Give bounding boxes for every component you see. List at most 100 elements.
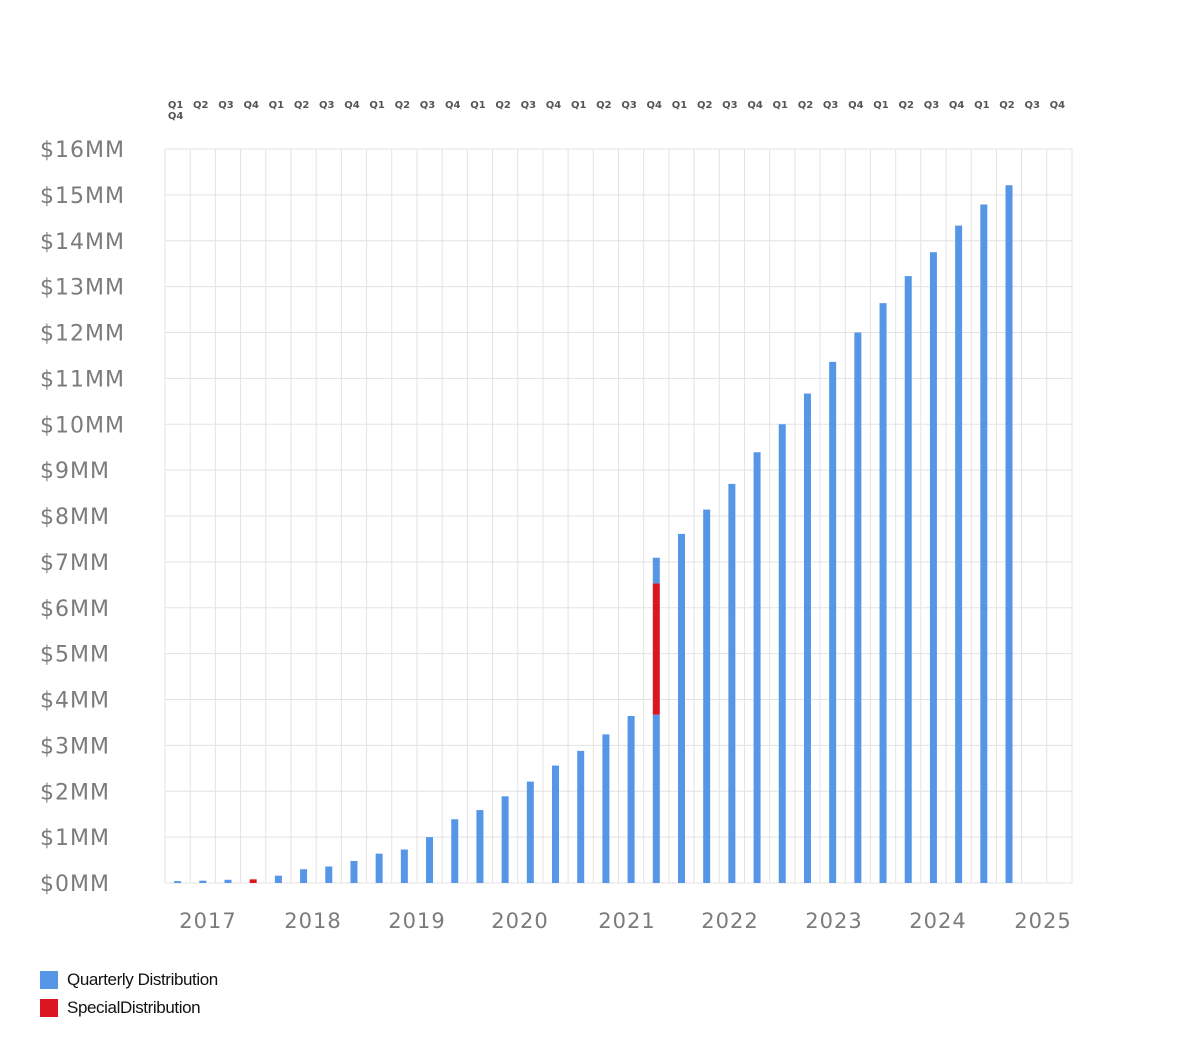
quarter-label: Q4 bbox=[445, 100, 461, 111]
bar-quarterly-distribution bbox=[199, 880, 207, 883]
bar-quarterly-distribution bbox=[728, 483, 736, 883]
year-label: 2020 bbox=[491, 909, 548, 933]
quarter-label: Q4 bbox=[168, 111, 184, 122]
year-label: 2018 bbox=[284, 909, 341, 933]
y-tick-label: $3MM bbox=[40, 734, 110, 759]
quarter-label: Q1 bbox=[168, 100, 184, 111]
bar-quarterly-distribution bbox=[879, 303, 887, 883]
bar-quarterly-distribution bbox=[703, 509, 711, 883]
bar-specialdistribution bbox=[249, 879, 257, 883]
bar-quarterly-distribution bbox=[854, 332, 862, 883]
quarter-label: Q2 bbox=[999, 100, 1015, 111]
bar-quarterly-distribution bbox=[753, 452, 761, 883]
y-tick-label: $6MM bbox=[40, 597, 110, 622]
year-label: 2017 bbox=[179, 909, 236, 933]
bar-quarterly-distribution bbox=[174, 881, 182, 883]
quarter-label: Q4 bbox=[848, 100, 864, 111]
quarter-label: Q3 bbox=[420, 100, 436, 111]
bar-quarterly-distribution bbox=[677, 533, 685, 883]
x-axis-year-labels: 2017 2018 2019 2020 2021 2022 2023 2024 2025 bbox=[179, 909, 1071, 933]
y-tick-label: $0MM bbox=[40, 872, 110, 897]
quarter-label: Q1 bbox=[873, 100, 889, 111]
quarter-label: Q2 bbox=[495, 100, 511, 111]
bar-quarterly-distribution bbox=[501, 796, 509, 883]
bar-specialdistribution bbox=[652, 583, 660, 715]
year-label: 2023 bbox=[805, 909, 862, 933]
y-tick-label: $2MM bbox=[40, 780, 110, 805]
legend-swatch-special bbox=[40, 999, 58, 1017]
bar-quarterly-distribution bbox=[778, 424, 786, 883]
bar-quarterly-distribution bbox=[577, 750, 585, 883]
legend-item-quarterly: Quarterly Distribution bbox=[40, 966, 218, 994]
y-tick-label: $14MM bbox=[40, 230, 125, 255]
year-label: 2025 bbox=[1014, 909, 1071, 933]
bar-quarterly-distribution bbox=[552, 765, 560, 883]
bar-quarterly-distribution bbox=[829, 361, 837, 883]
bar-quarterly-distribution bbox=[224, 879, 232, 883]
quarter-label: Q2 bbox=[193, 100, 209, 111]
bar-quarterly-distribution bbox=[652, 714, 660, 883]
year-label: 2021 bbox=[598, 909, 655, 933]
bar-quarterly-distribution bbox=[627, 716, 635, 883]
quarter-label: Q3 bbox=[521, 100, 537, 111]
year-label: 2024 bbox=[909, 909, 966, 933]
y-tick-label: $10MM bbox=[40, 413, 125, 438]
quarter-label: Q3 bbox=[1024, 100, 1040, 111]
legend-label-quarterly: Quarterly Distribution bbox=[67, 970, 218, 989]
bar-quarterly-distribution bbox=[652, 557, 660, 584]
y-tick-label: $16MM bbox=[40, 138, 125, 163]
year-label: 2022 bbox=[701, 909, 758, 933]
bar-quarterly-distribution bbox=[1005, 185, 1013, 883]
bar-quarterly-distribution bbox=[451, 819, 459, 883]
y-tick-label: $15MM bbox=[40, 184, 125, 209]
bar-quarterly-distribution bbox=[375, 853, 383, 883]
y-tick-label: $7MM bbox=[40, 551, 110, 576]
bar-quarterly-distribution bbox=[955, 225, 963, 883]
y-tick-label: $8MM bbox=[40, 505, 110, 530]
quarter-label: Q4 bbox=[747, 100, 763, 111]
bar-quarterly-distribution bbox=[904, 276, 912, 884]
grid-lines bbox=[164, 148, 1073, 884]
quarter-label: Q1 bbox=[672, 100, 688, 111]
quarter-label: Q4 bbox=[1050, 100, 1066, 111]
bar-quarterly-distribution bbox=[325, 866, 333, 883]
quarter-label: Q2 bbox=[697, 100, 713, 111]
quarter-label: Q2 bbox=[395, 100, 411, 111]
quarter-label: Q2 bbox=[798, 100, 814, 111]
quarter-label: Q3 bbox=[924, 100, 940, 111]
bar-quarterly-distribution bbox=[803, 393, 811, 883]
quarter-label: Q3 bbox=[722, 100, 738, 111]
y-tick-label: $1MM bbox=[40, 826, 110, 851]
quarter-label: Q2 bbox=[294, 100, 310, 111]
quarter-label: Q2 bbox=[899, 100, 915, 111]
y-tick-label: $13MM bbox=[40, 276, 125, 301]
quarter-label: Q1 bbox=[269, 100, 285, 111]
bar-quarterly-distribution bbox=[350, 860, 358, 883]
bar-quarterly-distribution bbox=[400, 849, 408, 883]
quarter-label: Q3 bbox=[621, 100, 637, 111]
quarter-label: Q2 bbox=[596, 100, 612, 111]
legend-label-special: SpecialDistribution bbox=[67, 998, 201, 1017]
quarter-label: Q3 bbox=[823, 100, 839, 111]
quarter-label: Q1 bbox=[571, 100, 587, 111]
legend-swatch-quarterly bbox=[40, 971, 58, 989]
bar-quarterly-distribution bbox=[426, 837, 434, 883]
quarter-label: Q3 bbox=[319, 100, 335, 111]
quarter-label: Q1 bbox=[369, 100, 385, 111]
quarter-labels: Q1 Q2 Q3 Q4 Q1 Q2 Q3 Q4 Q1 Q2 Q3 Q4 Q1 Q2 Q3 Q4 Q1 Q2 Q3 Q4… bbox=[168, 100, 1065, 122]
y-tick-label: $5MM bbox=[40, 643, 110, 668]
quarter-label: Q4 bbox=[949, 100, 965, 111]
bar-quarterly-distribution bbox=[300, 869, 308, 883]
bar-quarterly-distribution bbox=[274, 875, 282, 883]
quarter-label: Q3 bbox=[218, 100, 234, 111]
y-tick-label: $12MM bbox=[40, 322, 125, 347]
year-label: 2019 bbox=[388, 909, 445, 933]
quarter-label: Q1 bbox=[974, 100, 990, 111]
chart-legend: Quarterly Distribution SpecialDistributi… bbox=[40, 966, 218, 1022]
quarter-label: Q1 bbox=[773, 100, 789, 111]
y-tick-label: $9MM bbox=[40, 459, 110, 484]
y-axis-tick-labels: $0MM $1MM $2MM $3MM $4MM $5MM $6MM $7MM $8MM $9MM… bbox=[40, 138, 125, 897]
quarter-label: Q4 bbox=[243, 100, 259, 111]
distribution-bar-chart: $0MM $1MM $2MM $3MM $4MM $5MM $6MM $7MM $8MM $9MM… bbox=[40, 100, 1073, 933]
